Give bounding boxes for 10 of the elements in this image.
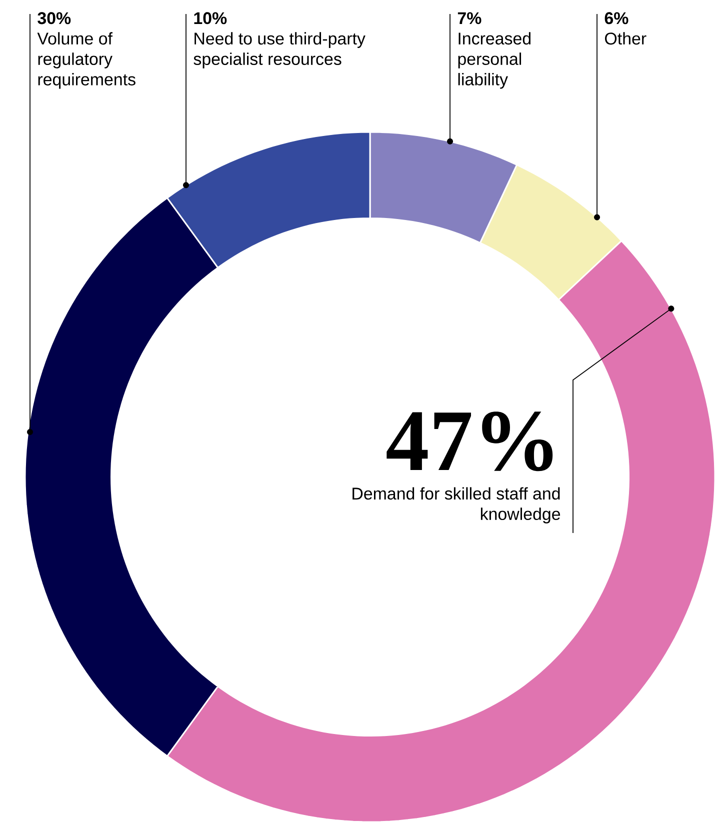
- slice-label: Other: [605, 32, 646, 45]
- data-label: 7%: [458, 12, 482, 24]
- slice-label: Demand for skilled staff and knowledge: [352, 487, 560, 524]
- slice-label: Increased personal liability: [458, 32, 530, 89]
- slice-label: Volume of regulatory requirements: [37, 32, 136, 89]
- data-label: 30%: [38, 12, 71, 24]
- data-label: 47%: [386, 412, 553, 472]
- slice-label: Need to use third-party specialist resources: [194, 32, 366, 68]
- data-label: 10%: [194, 12, 227, 24]
- data-label: 6%: [604, 12, 628, 24]
